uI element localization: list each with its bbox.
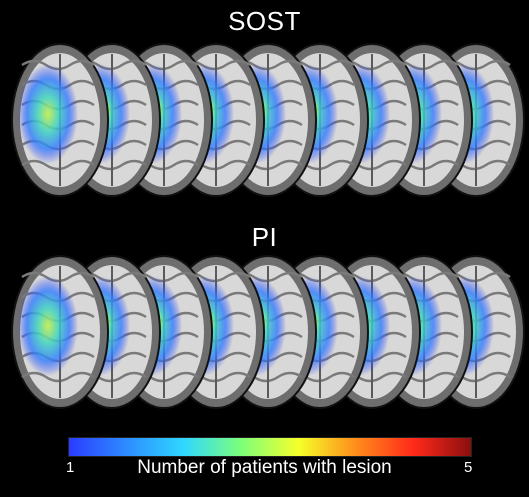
brain-slice (11, 255, 109, 409)
sost-brain-slices (11, 43, 525, 197)
colorbar-title: Number of patients with lesion (137, 457, 392, 478)
colorbar-min-label: 1 (66, 459, 75, 476)
pi-panel-title: PI (251, 222, 278, 252)
colorbar-max-label: 5 (464, 459, 473, 476)
sost-panel-title: SOST (228, 6, 301, 36)
brain-slice (11, 43, 109, 197)
pi-brain-slices (11, 255, 525, 409)
lesion-overlay (18, 64, 78, 164)
lesion-colorbar (68, 437, 472, 457)
lesion-overlay (18, 276, 78, 376)
